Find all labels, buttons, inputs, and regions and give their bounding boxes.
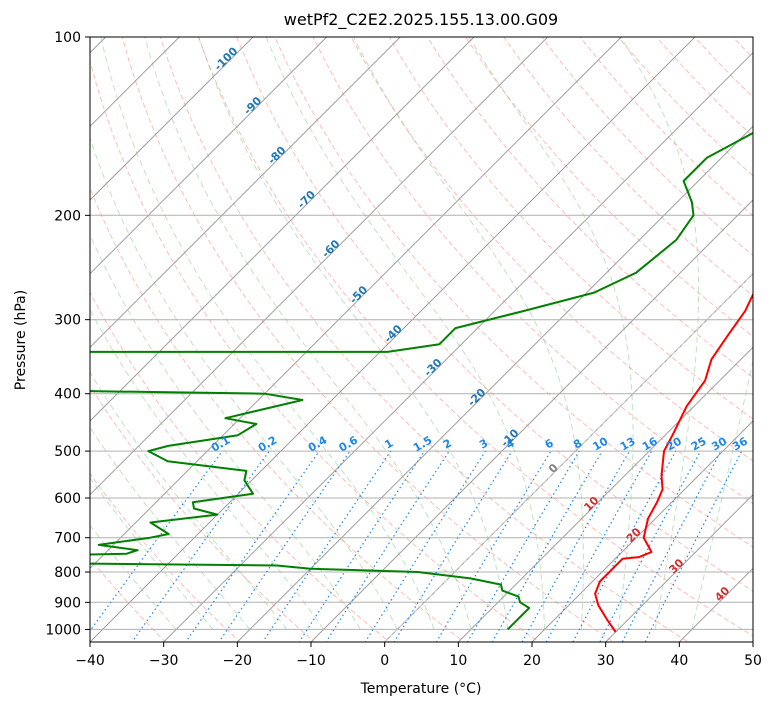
mixing-ratio-line bbox=[599, 450, 702, 642]
plot-frame bbox=[89, 36, 754, 643]
isotherm-line bbox=[90, 37, 475, 422]
moist-adiabat-line bbox=[90, 136, 398, 630]
x-tick-label: 20 bbox=[523, 653, 541, 669]
dry-adiabat-line bbox=[350, 37, 753, 462]
mixing-ratio-line bbox=[545, 450, 653, 642]
isotherm-line bbox=[90, 37, 549, 496]
isotherm-line bbox=[90, 37, 696, 642]
y-tick-label: 1000 bbox=[45, 622, 81, 638]
mixing-ratio-line bbox=[90, 450, 223, 632]
temperature-profile-line bbox=[594, 292, 753, 633]
y-tick-label: 100 bbox=[54, 30, 81, 46]
moist-adiabat-line bbox=[90, 371, 288, 630]
y-tick-label: 200 bbox=[54, 208, 81, 224]
isotherm-line bbox=[531, 420, 753, 642]
x-tick-label: −40 bbox=[75, 653, 105, 669]
x-tick-label: 10 bbox=[449, 653, 467, 669]
x-axis-title: Temperature (°C) bbox=[360, 681, 482, 697]
mixing-ratio-line bbox=[435, 450, 552, 642]
dry-adiabat-line bbox=[274, 37, 753, 548]
moist-adiabat-line bbox=[620, 37, 700, 630]
mixing-ratio-line bbox=[393, 450, 513, 642]
x-tick-label: −30 bbox=[149, 653, 179, 669]
y-tick-label: 800 bbox=[54, 565, 81, 581]
mixing-ratio-line bbox=[466, 450, 580, 642]
dry-adiabat-line bbox=[388, 37, 753, 420]
moist-adiabat-line bbox=[90, 477, 214, 630]
mixing-ratio-line bbox=[185, 450, 320, 642]
moist-adiabat-line bbox=[90, 524, 177, 630]
mixing-ratio-line bbox=[218, 450, 351, 642]
isotherm-line bbox=[236, 125, 753, 642]
isotherm-line bbox=[90, 37, 254, 201]
moist-adiabat-line bbox=[144, 37, 472, 630]
mixing-ratio-line bbox=[572, 450, 677, 642]
axis-layer: −40 −30 −20 −10 0 10 20 30 40 50 1000 900 800 700 600 5… bbox=[45, 30, 762, 669]
x-tick-label: −10 bbox=[296, 653, 326, 669]
moist-adiabat-line bbox=[90, 426, 251, 630]
mixing-ratio-line bbox=[621, 450, 722, 642]
y-axis-title: Pressure (hPa) bbox=[13, 290, 29, 390]
dry-adiabat-line bbox=[503, 37, 753, 297]
moist-adiabat-line bbox=[353, 37, 584, 630]
dry-adiabat-line bbox=[90, 384, 316, 642]
isotherm-line bbox=[90, 37, 622, 570]
dry-adiabat-line bbox=[121, 37, 615, 642]
moist-adiabat-line bbox=[691, 358, 753, 630]
y-tick-label: 900 bbox=[54, 595, 81, 611]
x-tick-label: −20 bbox=[223, 653, 253, 669]
y-tick-label: 700 bbox=[54, 531, 81, 547]
isotherm-line bbox=[90, 37, 328, 275]
mixing-ratio-line bbox=[521, 450, 631, 642]
y-tick-label: 400 bbox=[54, 387, 81, 403]
x-tick-label: 30 bbox=[597, 653, 615, 669]
dry-adiabat-line bbox=[197, 37, 753, 637]
dry-adiabat-line bbox=[465, 37, 753, 338]
mixing-ratio-line bbox=[491, 450, 603, 642]
isotherm-line bbox=[163, 51, 753, 642]
chart-title: wetPf2_C2E2.2025.155.13.00.G09 bbox=[284, 10, 558, 30]
isotherm-line bbox=[90, 37, 401, 349]
dry-adiabat-line bbox=[90, 186, 465, 642]
x-tick-label: 0 bbox=[380, 653, 389, 669]
mixing-ratio-line bbox=[325, 450, 450, 642]
moist-adiabat-line bbox=[265, 37, 546, 630]
x-tick-label: 50 bbox=[744, 653, 762, 669]
moist-adiabat-line bbox=[468, 37, 634, 630]
dry-adiabat-line bbox=[236, 37, 753, 592]
moist-adiabat-line bbox=[90, 308, 324, 630]
y-tick-label: 500 bbox=[54, 444, 81, 460]
mixing-ratio-line bbox=[644, 450, 743, 642]
zero-isotherm-line bbox=[384, 272, 753, 642]
isotherm-line bbox=[457, 346, 753, 642]
moist-adiabat-line bbox=[100, 37, 435, 630]
x-tick-label: 40 bbox=[670, 653, 688, 669]
series-layer bbox=[90, 131, 753, 633]
y-tick-label: 300 bbox=[54, 313, 81, 329]
y-tick-label: 600 bbox=[54, 491, 81, 507]
isotherm-line bbox=[605, 493, 753, 642]
dewpoint-profile-line bbox=[90, 131, 753, 631]
dry-adiabat-line bbox=[90, 557, 167, 642]
isotherm-line bbox=[310, 199, 753, 642]
